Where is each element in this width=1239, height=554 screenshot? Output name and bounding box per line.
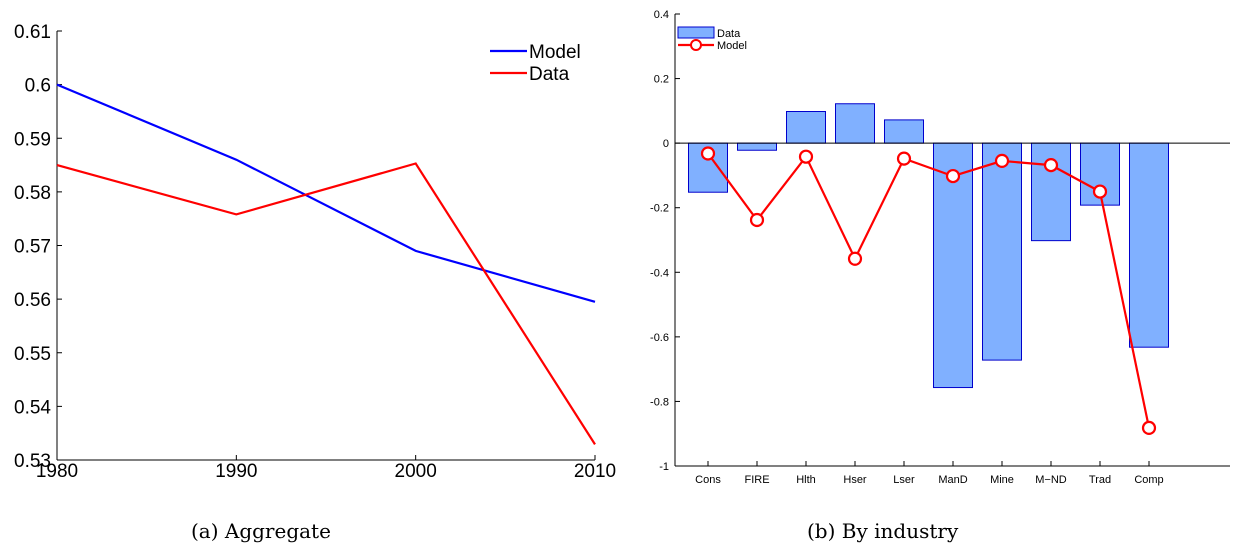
model-point-mine: [994, 153, 1010, 168]
y-tick-label: 0.53: [14, 451, 51, 472]
model-line: [707, 152, 1151, 429]
legend-label-model: Model: [717, 40, 747, 52]
bar-hlth: [786, 111, 826, 144]
y-tick-label: -0.8: [650, 396, 669, 408]
x-tick-label: M−ND: [1035, 474, 1067, 486]
y-tick-label: 0.57: [14, 237, 51, 258]
x-tick-label: 2000: [395, 461, 437, 482]
caption-aggregate: (a) Aggregate: [191, 519, 331, 543]
aggregate-chart: 0.53 0.54 0.55 0.56 0.57 0.58 0.59 0.6 0.61 1980 1…: [14, 22, 616, 482]
legend-label-data: Data: [529, 64, 570, 85]
bar-hser: [835, 103, 875, 144]
model-point-lser: [896, 151, 912, 166]
x-tick-label: Comp: [1134, 474, 1163, 486]
x-tick-label: FIRE: [744, 474, 769, 486]
model-point-fire: [749, 212, 765, 228]
y-tick-label: -0.2: [650, 203, 669, 215]
x-tick-label: 1980: [36, 461, 78, 482]
bar-mine: [982, 142, 1022, 361]
y-tick-label: 0.56: [14, 290, 51, 311]
model-point-trad: [1092, 184, 1108, 199]
legend-label-model: Model: [529, 42, 581, 63]
y-tick-label: 0.54: [14, 397, 51, 418]
y-tick-label: 0.2: [654, 74, 669, 86]
industry-chart: -1 -0.8 -0.6 -0.4 -0.2 0 0.2 0.4 Cons FIRE Hlth Hse…: [650, 9, 1230, 486]
x-tick-label: Trad: [1089, 474, 1111, 486]
model-point-mand: [945, 168, 961, 184]
y-tick-label: -1: [659, 461, 669, 473]
x-tick-label: Cons: [695, 474, 721, 486]
x-tick-label: Mine: [990, 474, 1014, 486]
bar-lser: [884, 119, 924, 144]
y-tick-label: 0.58: [14, 183, 51, 204]
x-tick-label: 2010: [574, 461, 616, 482]
x-tick-label: Hser: [843, 474, 867, 486]
x-tick-label: Hlth: [796, 474, 816, 486]
model-point-hser: [847, 251, 863, 266]
y-tick-label: -0.6: [650, 332, 669, 344]
model-point-m−nd: [1043, 157, 1059, 173]
y-tick-label: 0.4: [654, 9, 669, 21]
legend-swatch-data: [677, 26, 715, 39]
model-point-hlth: [798, 149, 814, 164]
bar-m−nd: [1031, 142, 1071, 242]
y-tick-label: 0.55: [14, 344, 51, 365]
x-tick-label: 1990: [215, 461, 257, 482]
legend-label-data: Data: [717, 28, 741, 40]
legend-swatch-model-marker: [690, 39, 702, 51]
series-line-data: [56, 162, 596, 445]
y-tick-label: -0.4: [650, 267, 669, 279]
bar-comp: [1129, 142, 1169, 348]
model-point-cons: [700, 146, 716, 161]
y-tick-label: 0: [663, 138, 669, 150]
caption-industry: (b) By industry: [807, 519, 959, 543]
series-line-model: [56, 83, 596, 303]
x-tick-label: Lser: [893, 474, 915, 486]
model-point-comp: [1141, 420, 1157, 436]
y-tick-label: 0.61: [14, 22, 51, 43]
x-tick-label: ManD: [938, 474, 967, 486]
bar-fire: [737, 142, 777, 151]
y-tick-label: 0.6: [25, 76, 51, 97]
y-tick-label: 0.59: [14, 129, 51, 150]
